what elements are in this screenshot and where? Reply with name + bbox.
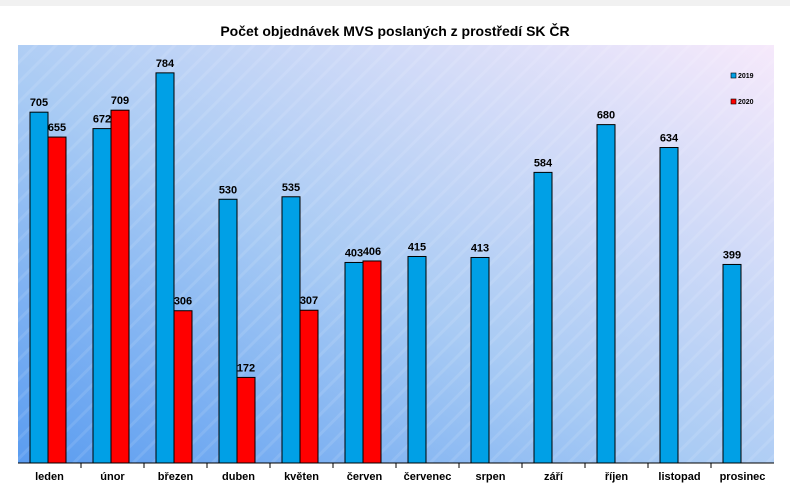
bar-2019-srpen (470, 256, 490, 464)
bar-2019-březen (155, 72, 175, 464)
data-label-2019-listopad: 634 (660, 133, 679, 145)
x-tick-label-květen: květen (284, 471, 319, 483)
chart-title: Počet objednávek MVS poslaných z prostře… (220, 23, 570, 39)
x-tick-label-srpen: srpen (476, 471, 506, 483)
data-label-2019-březen: 784 (156, 58, 175, 70)
data-label-2020-leden: 655 (48, 122, 66, 134)
data-label-2020-květen: 307 (300, 295, 318, 307)
bar-2020-květen (299, 309, 319, 464)
data-label-2019-červenec: 415 (408, 241, 426, 253)
bar-2019-listopad (659, 147, 679, 464)
data-label-2019-leden: 705 (30, 97, 48, 109)
bar-2020-leden (47, 136, 67, 464)
x-tick-label-leden: leden (35, 471, 64, 483)
legend: 2019 2020 (730, 72, 754, 106)
x-tick-label-březen: březen (158, 471, 194, 483)
x-tick-label-listopad: listopad (658, 471, 700, 483)
legend-swatch-2019 (730, 72, 737, 79)
legend-label-2019: 2019 (738, 73, 754, 80)
x-tick-label-červenec: červenec (404, 471, 452, 483)
data-label-2019-prosinec: 399 (723, 249, 741, 261)
data-label-2019-únor: 672 (93, 114, 111, 126)
data-label-2020-červen: 406 (363, 246, 381, 258)
x-tick-label-prosinec: prosinec (720, 471, 766, 483)
data-label-2019-červen: 403 (345, 247, 363, 259)
legend-swatch-2020 (730, 98, 737, 105)
data-label-2020-duben: 172 (237, 362, 255, 374)
bar-2020-únor (110, 109, 130, 464)
bar-2019-únor (92, 128, 112, 464)
data-label-2020-únor: 709 (111, 95, 129, 107)
data-label-2019-září: 584 (534, 157, 553, 169)
data-label-2019-duben: 530 (219, 184, 237, 196)
bar-2019-červen (344, 261, 364, 464)
bar-2020-duben (236, 376, 256, 464)
x-tick-label-říjen: říjen (605, 471, 629, 483)
x-tick-label-září: září (544, 471, 564, 483)
bar-2019-květen (281, 196, 301, 464)
bar-2019-září (533, 171, 553, 464)
legend-label-2020: 2020 (738, 99, 754, 106)
data-label-2019-říjen: 680 (597, 110, 615, 122)
data-label-2020-březen: 306 (174, 296, 192, 308)
x-tick-label-červen: červen (347, 471, 383, 483)
bar-2020-březen (173, 310, 193, 464)
bar-2019-říjen (596, 124, 616, 464)
bar-2019-duben (218, 198, 238, 464)
data-label-2019-květen: 535 (282, 182, 300, 194)
plot-area-texture (18, 45, 774, 463)
data-label-2019-srpen: 413 (471, 242, 489, 254)
x-tick-label-duben: duben (222, 471, 255, 483)
x-axis-ticks: leden únor březen duben květen červen červenec… (35, 463, 765, 483)
bar-2019-červenec (407, 255, 427, 464)
x-tick-label-únor: únor (100, 471, 125, 483)
bar-2019-leden (29, 111, 49, 464)
bar-2020-červen (362, 260, 382, 464)
bar-2019-prosinec (722, 263, 742, 464)
